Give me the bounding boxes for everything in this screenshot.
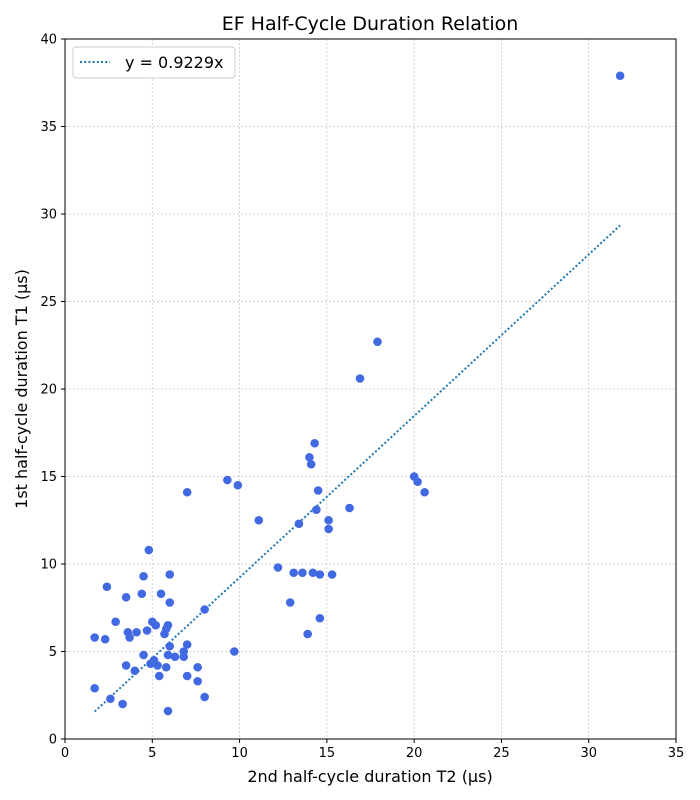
scatter-point	[132, 627, 141, 637]
y-axis-title: 1st half-cycle duration T1 (µs)	[12, 269, 31, 509]
scatter-point	[303, 629, 312, 639]
scatter-point	[139, 571, 148, 581]
scatter-point	[305, 452, 314, 462]
scatter-point	[139, 650, 148, 660]
x-tick-label: 5	[148, 746, 156, 761]
scatter-point	[182, 487, 192, 497]
scatter-point	[355, 374, 365, 383]
scatter-point	[413, 477, 422, 487]
scatter-point	[90, 683, 99, 693]
chart-title: EF Half-Cycle Duration Relation	[222, 13, 519, 35]
y-axis-ticks: 0 5 10 15 20 25 30 35 40	[40, 33, 65, 748]
scatter-point	[130, 666, 140, 676]
scatter-point	[90, 633, 99, 642]
scatter-point	[102, 582, 112, 592]
scatter-point	[294, 519, 304, 529]
scatter-point	[121, 592, 131, 602]
scatter-point	[111, 617, 120, 627]
scatter-point	[156, 589, 166, 599]
scatter-point	[315, 613, 325, 623]
x-axis-ticks: 0 5 10 15 20 25 30 35	[61, 739, 684, 761]
scatter-point	[615, 71, 625, 81]
scatter-point	[163, 650, 173, 660]
scatter-point	[327, 570, 337, 579]
scatter-point	[163, 706, 173, 716]
y-tick-label: 40	[40, 33, 57, 48]
scatter-point	[179, 647, 189, 656]
scatter-point	[313, 486, 323, 495]
scatter-point	[137, 589, 147, 599]
scatter-point	[182, 640, 192, 649]
scatter-point	[182, 671, 192, 681]
scatter-point	[345, 503, 354, 513]
scatter-point	[200, 692, 209, 702]
scatter-point	[100, 634, 110, 644]
scatter-point	[230, 647, 239, 656]
x-tick-label: 25	[493, 746, 510, 761]
scatter-point	[373, 337, 382, 347]
y-tick-label: 15	[40, 470, 57, 485]
scatter-point	[144, 545, 154, 555]
x-tick-label: 0	[61, 746, 69, 761]
scatter-point	[193, 676, 202, 686]
x-tick-label: 35	[668, 746, 685, 761]
scatter-point	[193, 662, 202, 672]
legend: y = 0.9229x	[72, 46, 236, 79]
scatter-point	[200, 605, 209, 614]
y-tick-label: 10	[40, 558, 57, 573]
y-tick-label: 30	[40, 208, 57, 223]
scatter-point	[420, 487, 429, 497]
y-tick-label: 35	[40, 120, 57, 135]
y-tick-label: 20	[40, 383, 57, 398]
scatter-point	[147, 617, 157, 627]
x-tick-label: 15	[319, 746, 336, 761]
scatter-point	[254, 515, 264, 525]
scatter-point	[142, 626, 152, 635]
scatter-point	[289, 568, 298, 578]
scatter-point	[125, 633, 134, 642]
x-axis-title: 2nd half-cycle duration T2 (µs)	[247, 767, 492, 786]
scatter-point	[118, 699, 127, 709]
y-tick-label: 5	[49, 645, 57, 660]
scatter-point	[160, 629, 169, 639]
scatter-point	[165, 641, 175, 651]
scatter-point	[154, 671, 164, 681]
x-tick-label: 20	[406, 746, 423, 761]
scatter-point	[324, 515, 333, 525]
scatter-point	[106, 694, 115, 704]
scatter-point	[170, 652, 180, 662]
legend-box	[72, 46, 236, 79]
scatter-point	[273, 563, 283, 572]
y-tick-label: 0	[49, 733, 57, 748]
scatter-point	[324, 524, 333, 534]
scatter-point	[298, 568, 307, 578]
scatter-point	[165, 598, 175, 607]
scatter-point	[223, 475, 232, 485]
scatter-point	[308, 568, 318, 578]
scatter-point	[153, 661, 162, 670]
legend-label: y = 0.9229x	[125, 53, 224, 72]
scatter-point	[306, 459, 316, 469]
scatter-point	[165, 570, 175, 579]
scatter-point	[233, 480, 243, 490]
scatter-point	[285, 598, 295, 607]
scatter-point	[121, 661, 131, 670]
scatter-point	[161, 662, 171, 672]
scatter-point	[312, 505, 321, 515]
scatter-point	[315, 570, 325, 579]
points-layer	[90, 71, 625, 716]
y-tick-label: 25	[40, 295, 57, 310]
x-tick-label: 10	[231, 746, 248, 761]
x-tick-label: 30	[580, 746, 597, 761]
scatter-point	[310, 438, 319, 448]
